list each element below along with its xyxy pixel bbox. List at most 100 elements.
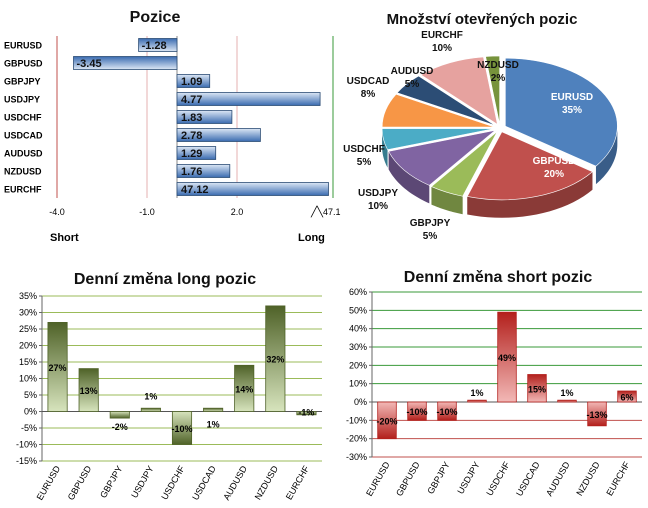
bar (203, 407, 224, 412)
bar (407, 401, 427, 421)
data-label: 1.09 (181, 76, 202, 88)
pie-slice-side (595, 126, 618, 185)
x-tick-label: EURUSD (364, 460, 392, 498)
data-label: -10% (436, 407, 457, 417)
y-tick-label: 50% (349, 305, 367, 315)
y-tick-label: 20% (349, 360, 367, 370)
bar (47, 322, 68, 412)
data-label: -20% (376, 416, 397, 426)
data-label: -13% (586, 410, 607, 420)
y-tick-label: 60% (349, 287, 367, 297)
x-tick-label: USDCHF (159, 464, 187, 502)
positions-chart: Pozice Short Long EURUSD -1.28 GBPUSD -3.45… (0, 0, 341, 250)
pie-slice-side (382, 128, 388, 168)
axis-break-mark: ╱╲ (310, 205, 324, 218)
data-label: 1.76 (181, 166, 202, 178)
slice-value: 20% (544, 169, 564, 180)
daily-short-change-svg: Denní změna short pozic 60% 50% 40% 30% 20% 1… (346, 269, 642, 498)
data-label: 2.78 (181, 130, 202, 142)
slice-value: 5% (405, 79, 420, 90)
category-label: GBPUSD (4, 59, 43, 69)
bar (78, 368, 99, 412)
slice-value: 5% (357, 157, 372, 168)
slice-value: 8% (361, 89, 376, 100)
y-tick-label: 35% (19, 291, 37, 301)
y-tick-label: 5% (24, 390, 37, 400)
bar (377, 401, 397, 440)
slice-label: NZDUSD (477, 60, 519, 71)
y-tick-label: -15% (16, 456, 37, 466)
tick-label: 47.1 (323, 207, 341, 217)
bar (176, 74, 211, 88)
x-tick-label: EURCHF (284, 464, 312, 502)
data-label: 27% (49, 363, 67, 373)
y-tick-label: 25% (19, 324, 37, 334)
y-tick-label: 10% (349, 379, 367, 389)
data-label: 1.83 (181, 112, 202, 124)
bar (140, 407, 161, 412)
category-label: GBPJPY (4, 77, 41, 87)
y-tick-label: -5% (21, 423, 37, 433)
slice-label: USDCAD (347, 76, 390, 87)
y-tick-label: 30% (19, 308, 37, 318)
chart-title: Pozice (130, 9, 181, 26)
pie-slice (381, 93, 495, 128)
x-tick-label: USDCHF (484, 460, 512, 498)
slice-label: EURUSD (551, 92, 593, 103)
category-label: AUDUSD (4, 149, 43, 159)
bar (587, 401, 607, 427)
x-tick-label: GBPUSD (394, 460, 422, 498)
pie-slice (505, 57, 618, 167)
y-tick-label: 30% (349, 342, 367, 352)
tick-label: -4.0 (49, 207, 65, 217)
x-tick-label: USDCAD (190, 464, 218, 502)
bar (467, 399, 487, 403)
chart-title: Množství otevřených pozic (387, 11, 578, 28)
data-label: -1% (298, 408, 314, 418)
data-label: 1% (207, 420, 220, 430)
category-label: EURCHF (4, 185, 42, 195)
y-tick-label: -10% (346, 415, 367, 425)
bar (265, 305, 286, 412)
positions-chart-svg: Pozice Short Long EURUSD -1.28 GBPUSD -3.45… (4, 9, 341, 244)
x-tick-label: GBPJPY (98, 464, 124, 500)
data-label: 4.77 (181, 94, 202, 106)
bar (296, 411, 317, 416)
y-tick-label: -20% (346, 434, 367, 444)
x-tick-label: NZDUSD (253, 464, 281, 502)
bar (176, 182, 329, 196)
slice-label: EURCHF (421, 30, 463, 41)
slice-label: USDJPY (358, 188, 398, 199)
y-tick-label: 15% (19, 357, 37, 367)
y-tick-label: 10% (19, 374, 37, 384)
pie-slice (420, 56, 498, 126)
bar (527, 374, 547, 403)
daily-long-change-chart: Denní změna long pozic 35% 30% 25% 20% 15% 10… (0, 258, 330, 508)
pie-slice (381, 128, 495, 150)
y-tick-label: 0% (24, 407, 37, 417)
category-label: USDJPY (4, 95, 40, 105)
chart-title: Denní změna short pozic (404, 269, 593, 286)
y-tick-label: 0% (354, 397, 367, 407)
x-tick-label: USDCAD (514, 460, 542, 498)
tick-label: -1.0 (139, 207, 155, 217)
data-label: -10% (406, 407, 427, 417)
pie-slice-side (467, 171, 593, 218)
bar (176, 110, 233, 124)
category-label: USDCAD (4, 131, 43, 141)
x-tick-label: GBPUSD (66, 464, 94, 502)
category-label: NZDUSD (4, 167, 42, 177)
slice-label: AUDUSD (391, 66, 434, 77)
data-label: 32% (266, 355, 284, 365)
data-label: 1% (470, 388, 483, 398)
pie-slice (430, 131, 498, 197)
x-tick-label: EURCHF (604, 460, 632, 498)
y-tick-label: 20% (19, 341, 37, 351)
data-label: -1.28 (142, 40, 167, 52)
tick-label: 2.0 (231, 207, 244, 217)
x-tick-label: USDJPY (129, 464, 155, 500)
open-positions-pie-svg: Množství otevřených pozic EURUSD 35% GBPUS… (343, 11, 618, 242)
bar (437, 401, 457, 421)
daily-short-change-chart: Denní změna short pozic 60% 50% 40% 30% 20% 1… (330, 258, 648, 508)
slice-value: 2% (491, 73, 506, 84)
